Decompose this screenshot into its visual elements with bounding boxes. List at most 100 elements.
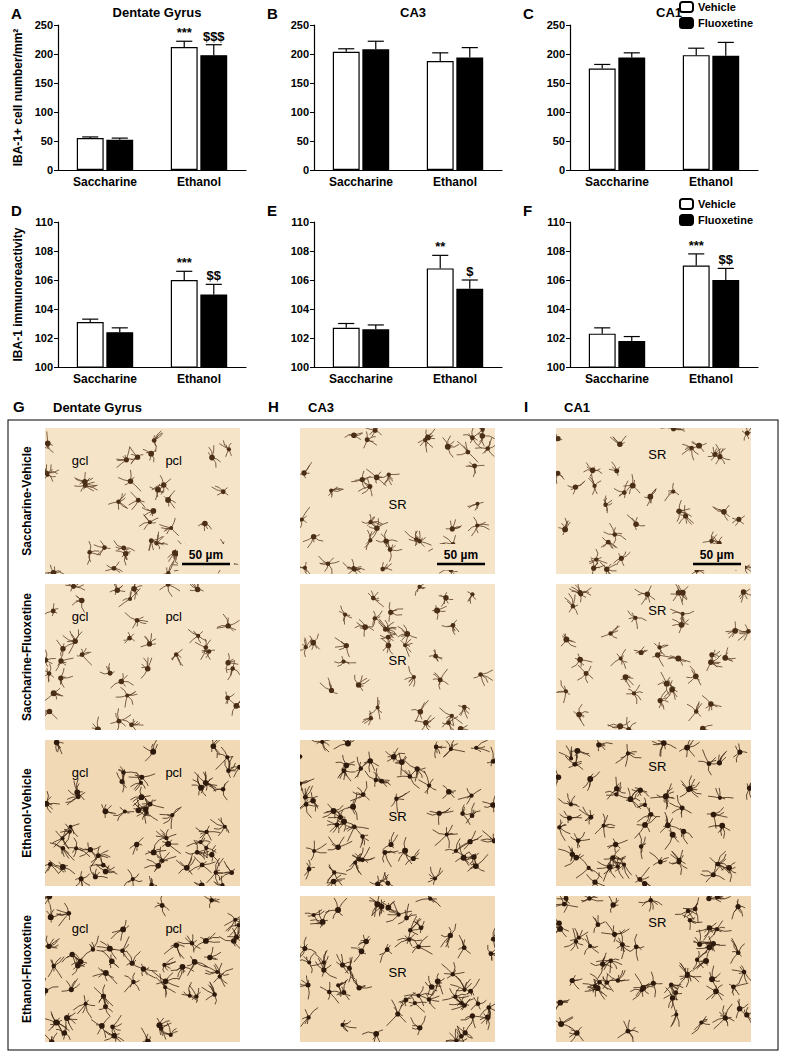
svg-text:I: I [524,398,528,415]
svg-text:100: 100 [547,361,565,373]
svg-text:CA1: CA1 [656,5,682,20]
svg-text:100: 100 [547,106,565,118]
svg-text:100: 100 [35,361,53,373]
svg-text:Vehicle: Vehicle [698,1,736,13]
svg-text:110: 110 [547,216,565,228]
svg-text:***: *** [689,238,705,253]
svg-text:200: 200 [35,48,53,60]
svg-text:200: 200 [547,48,565,60]
svg-text:108: 108 [291,245,309,257]
svg-text:Saccharine: Saccharine [585,372,649,386]
svg-text:pcl: pcl [165,609,182,624]
svg-text:102: 102 [35,332,53,344]
svg-text:$$: $$ [719,252,734,267]
svg-text:Dentate Gyrus: Dentate Gyrus [113,5,202,20]
svg-text:Saccharine-Fluoxetine: Saccharine-Fluoxetine [20,593,34,721]
svg-text:108: 108 [547,245,565,257]
svg-text:110: 110 [291,216,309,228]
svg-text:Ethanol: Ethanol [177,175,221,189]
svg-text:104: 104 [547,303,566,315]
svg-text:**: ** [435,239,446,254]
svg-text:0: 0 [47,164,53,176]
svg-text:B: B [267,5,278,22]
svg-text:SR: SR [648,915,666,930]
svg-text:106: 106 [547,274,565,286]
svg-text:108: 108 [35,245,53,257]
svg-text:$$: $$ [207,268,222,283]
svg-text:Saccharine: Saccharine [73,372,137,386]
svg-text:50 µm: 50 µm [189,548,223,562]
svg-text:C: C [523,5,534,22]
svg-text:100: 100 [291,106,309,118]
svg-text:Ethanol: Ethanol [689,175,733,189]
svg-text:Saccharine: Saccharine [329,372,393,386]
svg-text:F: F [523,202,532,219]
svg-text:gcl: gcl [72,609,89,624]
svg-text:SR: SR [388,809,406,824]
svg-text:50: 50 [297,135,309,147]
svg-text:gcl: gcl [72,765,89,780]
svg-text:250: 250 [35,19,53,31]
svg-text:Ethanol-Vehicle: Ethanol-Vehicle [20,768,34,858]
svg-text:***: *** [177,255,193,270]
svg-text:Saccharine: Saccharine [329,175,393,189]
svg-text:250: 250 [547,19,565,31]
svg-text:104: 104 [35,303,54,315]
svg-text:pcl: pcl [165,921,182,936]
svg-text:Saccharine-Vehicle: Saccharine-Vehicle [20,446,34,556]
svg-text:SR: SR [648,447,666,462]
svg-text:H: H [268,398,279,415]
svg-text:Dentate Gyrus: Dentate Gyrus [53,400,142,415]
svg-text:200: 200 [291,48,309,60]
svg-text:pcl: pcl [165,453,182,468]
svg-text:$: $ [466,264,474,279]
svg-text:0: 0 [303,164,309,176]
svg-text:CA3: CA3 [308,400,334,415]
svg-text:Ethanol: Ethanol [433,372,477,386]
svg-text:gcl: gcl [72,453,89,468]
svg-text:G: G [13,398,25,415]
svg-text:Fluoxetine: Fluoxetine [698,214,753,226]
svg-text:106: 106 [35,274,53,286]
svg-text:102: 102 [291,332,309,344]
svg-text:150: 150 [547,77,565,89]
svg-text:50: 50 [553,135,565,147]
svg-text:$$$: $$$ [203,29,225,44]
svg-text:150: 150 [35,77,53,89]
svg-text:50 µm: 50 µm [700,548,734,562]
svg-text:102: 102 [547,332,565,344]
svg-text:SR: SR [388,653,406,668]
svg-text:50: 50 [41,135,53,147]
svg-text:SR: SR [388,965,406,980]
svg-text:150: 150 [291,77,309,89]
svg-text:pcl: pcl [165,765,182,780]
svg-text:SR: SR [648,759,666,774]
svg-text:Ethanol: Ethanol [433,175,477,189]
svg-text:Saccharine: Saccharine [73,175,137,189]
svg-text:Saccharine: Saccharine [585,175,649,189]
svg-text:SR: SR [648,603,666,618]
svg-text:CA1: CA1 [564,400,590,415]
svg-text:E: E [267,202,277,219]
svg-text:SR: SR [388,497,406,512]
svg-text:250: 250 [291,19,309,31]
svg-text:Vehicle: Vehicle [698,198,736,210]
svg-text:100: 100 [291,361,309,373]
svg-text:Ethanol: Ethanol [177,372,221,386]
svg-text:CA3: CA3 [400,5,426,20]
svg-text:IBA-1+ cell number/mm²: IBA-1+ cell number/mm² [11,29,25,167]
svg-text:104: 104 [291,303,310,315]
svg-text:Fluoxetine: Fluoxetine [698,17,753,29]
svg-text:Ethanol-Fluoxetine: Ethanol-Fluoxetine [20,915,34,1023]
svg-text:D: D [11,202,22,219]
svg-text:Ethanol: Ethanol [689,372,733,386]
svg-text:100: 100 [35,106,53,118]
svg-text:***: *** [177,25,193,40]
svg-text:0: 0 [559,164,565,176]
svg-text:110: 110 [35,216,53,228]
svg-text:A: A [11,5,22,22]
svg-text:106: 106 [291,274,309,286]
svg-text:IBA-1 immunoreactivity: IBA-1 immunoreactivity [11,227,25,361]
svg-text:50 µm: 50 µm [444,548,478,562]
svg-text:gcl: gcl [72,921,89,936]
